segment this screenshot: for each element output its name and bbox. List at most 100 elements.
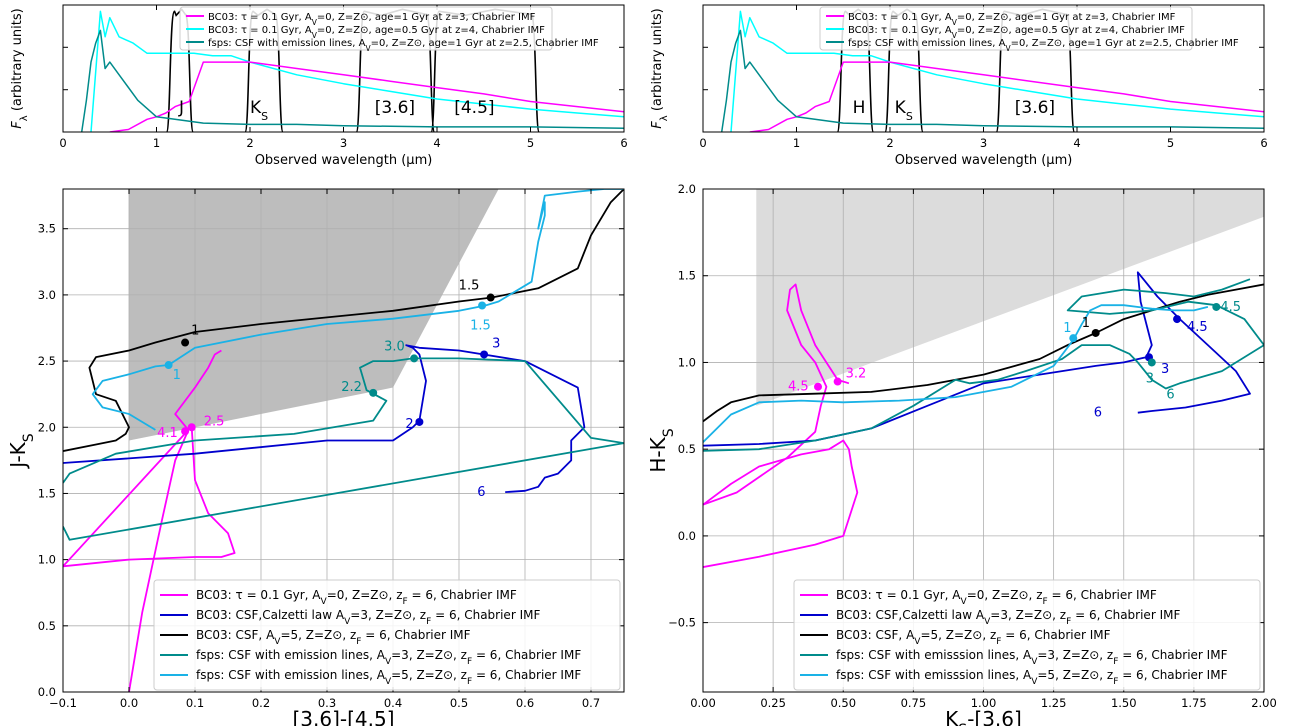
data-label: 3 xyxy=(1161,362,1169,377)
data-point xyxy=(814,382,823,391)
x-tick-label: 0.0 xyxy=(120,696,138,710)
y-tick-label: 0.5 xyxy=(678,442,696,456)
x-tick-label: 2.00 xyxy=(1251,696,1277,710)
filter-label: KS xyxy=(895,98,913,123)
x-tick-label: 5 xyxy=(1167,136,1174,150)
x-axis-label: [3.6]-[4.5] xyxy=(292,707,394,726)
series-line-0 xyxy=(730,10,1264,132)
data-label: 1.5 xyxy=(470,318,491,333)
data-label: 3 xyxy=(1146,371,1154,386)
x-tick-label: 2 xyxy=(886,136,893,150)
data-point xyxy=(1091,328,1100,337)
data-point xyxy=(181,427,190,436)
series-line-4 xyxy=(91,189,624,431)
x-tick-label: 0.2 xyxy=(252,696,270,710)
legend-entry: fsps: CSF with emission lines, AV=5, Z=Z… xyxy=(196,668,581,687)
data-label: 3 xyxy=(492,336,500,351)
series-line-1 xyxy=(63,344,586,493)
chart-sed_left: J KS [3.6] [4.5] 0 1 2 3 4 5 6 Observed wavelength … xyxy=(10,4,628,168)
legend-entry: BC03: τ = 0.1 Gyr, AV=0, Z=Z⊙, age=0.5 G… xyxy=(208,25,545,40)
data-label: 1.5 xyxy=(459,279,480,294)
data-label: 1 xyxy=(173,368,181,383)
series-line-3 xyxy=(63,357,624,541)
legend-entry: fsps: CSF with emission lines, AV=0, Z=Z… xyxy=(208,38,599,53)
legend-entry: BC03: τ = 0.1 Gyr, AV=0, Z=Z⊙, zF = 6, C… xyxy=(196,588,517,607)
legend-box xyxy=(793,579,1261,691)
data-label: 3.2 xyxy=(846,367,867,382)
y-tick-label: 1.0 xyxy=(678,355,696,369)
data-label: 4.5 xyxy=(1187,320,1208,335)
y-tick-label: 0.0 xyxy=(38,685,56,699)
data-point xyxy=(486,293,495,302)
data-point xyxy=(480,350,489,359)
x-tick-label: 0.5 xyxy=(450,696,468,710)
data-point xyxy=(1212,302,1221,311)
y-tick-label: 3.5 xyxy=(38,222,56,236)
series-line-1 xyxy=(109,61,624,132)
x-tick-label: 0.6 xyxy=(516,696,534,710)
data-label: 1 xyxy=(191,324,199,339)
data-label: 4.5 xyxy=(1220,300,1241,315)
axes-frame xyxy=(62,188,625,693)
legend-box xyxy=(153,579,621,691)
x-tick-label: 1 xyxy=(793,136,800,150)
y-tick-label: 2.0 xyxy=(38,420,56,434)
legend-entry: fsps: CSF with emisssion lines, AV=5, Z=… xyxy=(836,668,1228,687)
filter-label: [4.5] xyxy=(454,98,494,118)
y-tick-label: 1.5 xyxy=(38,486,56,500)
legend: BC03: τ = 0.1 Gyr, AV=0, Z=Z⊙, age=1 Gyr… xyxy=(819,6,1239,53)
series-line-2 xyxy=(720,29,1264,132)
shaded-region xyxy=(129,189,499,441)
x-tick-label: 4 xyxy=(1073,136,1080,150)
data-label: 6 xyxy=(1166,387,1174,402)
data-label: 6 xyxy=(1094,406,1102,421)
x-tick-label: 0.3 xyxy=(318,696,336,710)
legend-entry: BC03: CSF, AV=5, Z=Z⊙, zF = 6, Chabrier … xyxy=(836,628,1111,647)
legend-entry: BC03: τ = 0.1 Gyr, AV=0, Z=Z⊙, age=0.5 G… xyxy=(848,25,1185,40)
x-tick-label: 1.25 xyxy=(1041,696,1067,710)
x-tick-label: 1.75 xyxy=(1181,696,1207,710)
x-tick-label: −0.1 xyxy=(49,696,77,710)
y-axis-label: H-KS xyxy=(646,428,677,472)
data-point xyxy=(181,338,190,347)
filter-label: J xyxy=(178,98,184,118)
y-axis-label: J-KS xyxy=(6,433,37,470)
data-point xyxy=(1147,358,1156,367)
legend-entry: BC03: CSF, AV=5, Z=Z⊙, zF = 6, Chabrier … xyxy=(196,628,471,647)
plot-area xyxy=(80,8,624,132)
x-tick-label: 2 xyxy=(246,136,253,150)
filter-label: [3.6] xyxy=(1015,98,1055,118)
series-line-0 xyxy=(90,10,624,132)
x-tick-label: 0.00 xyxy=(690,696,716,710)
y-tick-label: −0.5 xyxy=(668,616,696,630)
chart-sed_right: H KS [3.6] 0 1 2 3 4 5 6 Observed wavelength (μm) F… xyxy=(650,4,1268,168)
y-axis-label: Fλ (arbitrary units) xyxy=(10,8,30,128)
data-point xyxy=(833,377,842,386)
legend-box xyxy=(179,6,553,51)
plot-area xyxy=(63,189,624,692)
y-tick-label: 2.5 xyxy=(38,354,56,368)
x-tick-label: 1 xyxy=(153,136,160,150)
data-label: 3.0 xyxy=(384,339,405,354)
data-point xyxy=(410,354,419,363)
legend-entry: fsps: CSF with emisssion lines, AV=3, Z=… xyxy=(836,648,1228,667)
x-tick-label: 0.75 xyxy=(901,696,927,710)
data-point xyxy=(1173,315,1182,324)
series-line-4 xyxy=(703,304,1209,443)
legend-box xyxy=(819,6,1193,51)
data-label: 6 xyxy=(477,485,485,500)
data-label: 2.2 xyxy=(341,380,362,395)
y-tick-label: 1.0 xyxy=(38,553,56,567)
x-tick-label: 4 xyxy=(433,136,440,150)
chart-color_right: 4.5 3.2 3 4.5 6 1 3 4.5 6 1 0.00 0.25 0.50 0.75 1.00 1.… xyxy=(646,182,1277,726)
data-label: 2.5 xyxy=(204,414,225,429)
series-line-2 xyxy=(80,29,624,132)
x-tick-label: 5 xyxy=(527,136,534,150)
x-tick-label: 6 xyxy=(620,136,627,150)
data-label: 1 xyxy=(1082,316,1090,331)
filter-label: H xyxy=(853,98,866,118)
legend-entry: BC03: τ = 0.1 Gyr, AV=0, Z=Z⊙, zF = 6, C… xyxy=(836,588,1157,607)
x-tick-label: 0.25 xyxy=(760,696,786,710)
